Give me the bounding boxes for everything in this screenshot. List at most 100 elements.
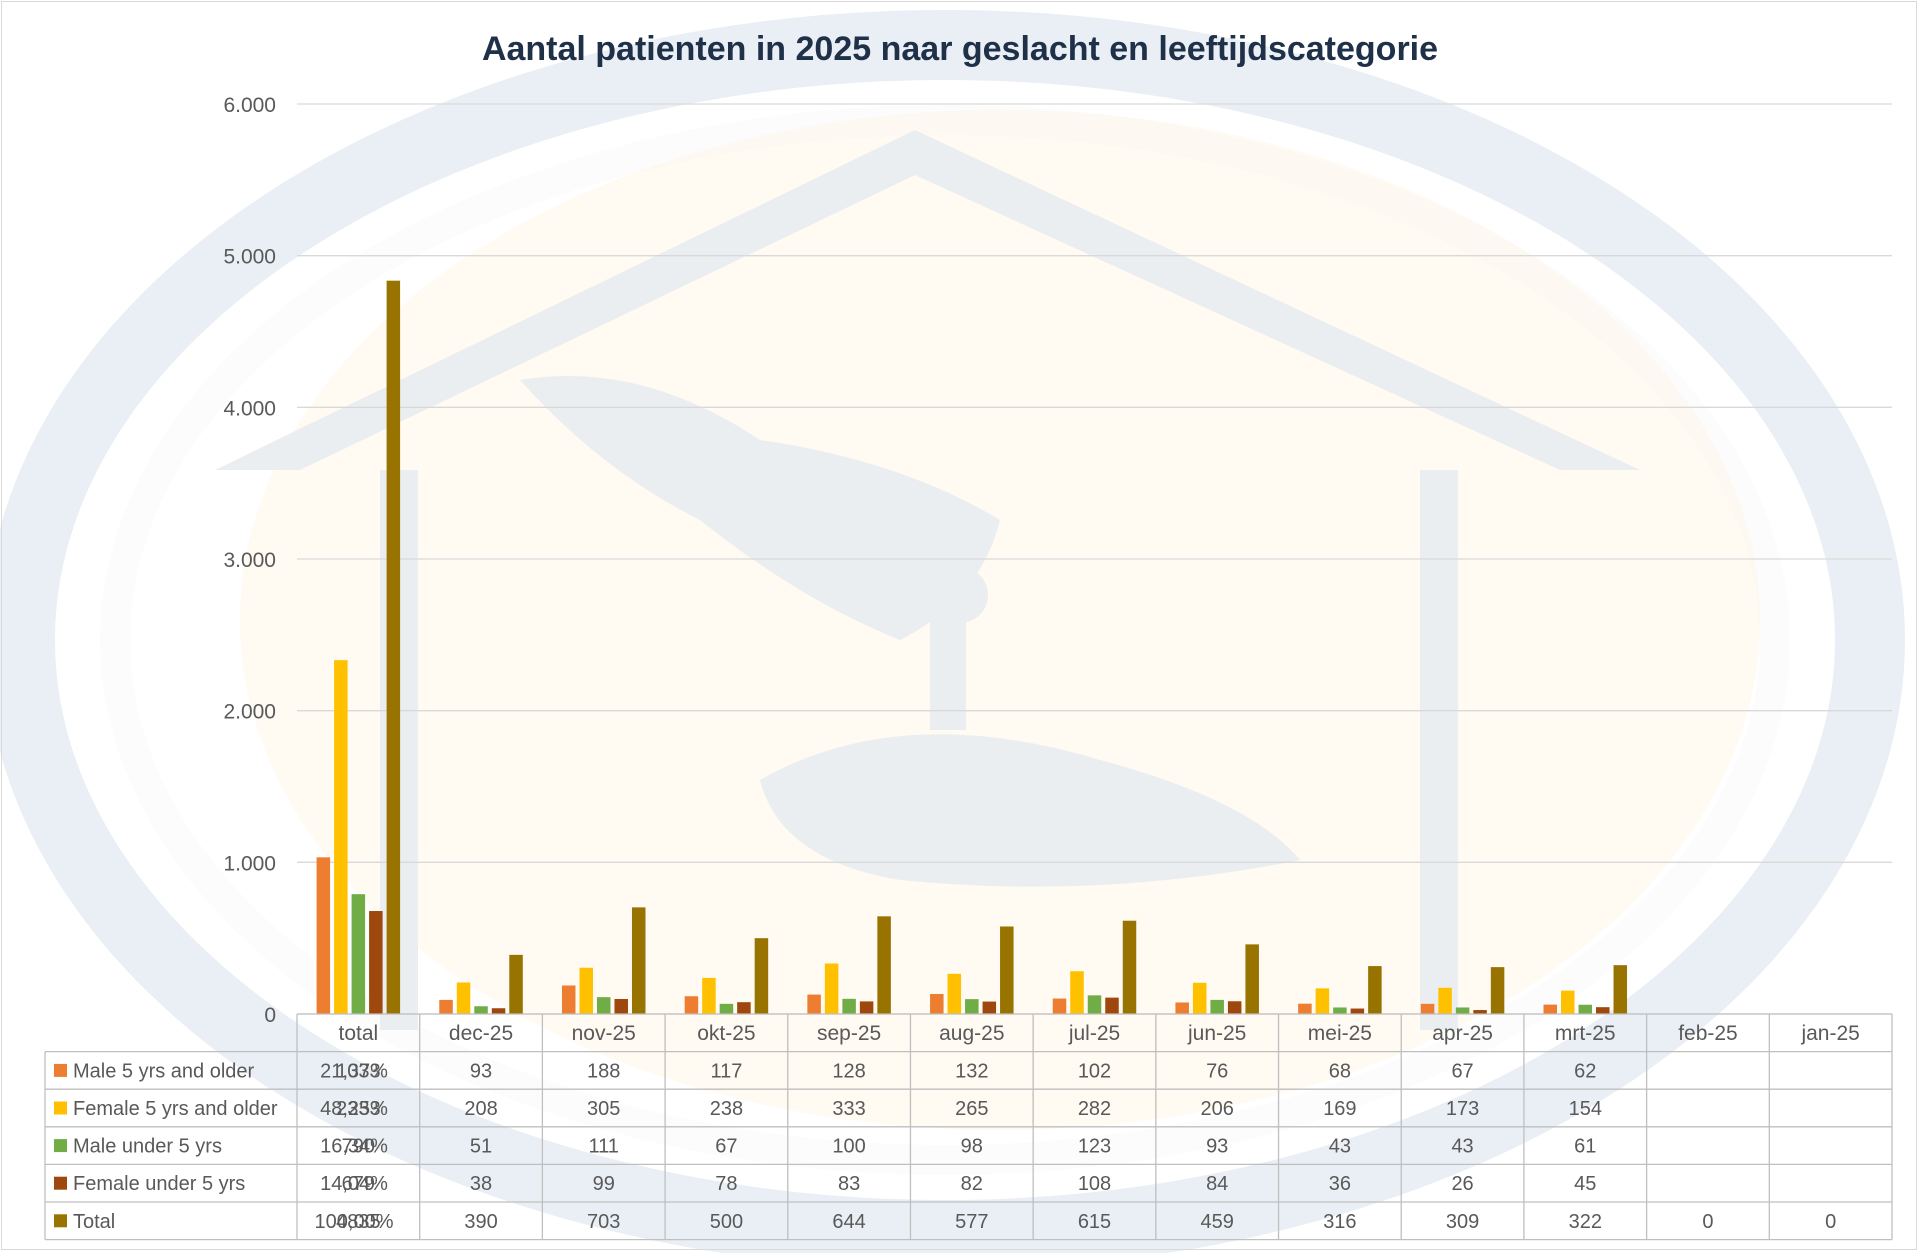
- x-tick-label: sep-25: [817, 1022, 881, 1045]
- data-label: 108: [1078, 1173, 1111, 1195]
- data-label: 790: [342, 1136, 375, 1158]
- legend-swatch: [54, 1063, 67, 1077]
- bar: [369, 911, 383, 1014]
- x-tick-label: okt-25: [697, 1022, 755, 1045]
- bar: [737, 1002, 751, 1014]
- bar: [1438, 987, 1452, 1014]
- data-label: 128: [832, 1060, 865, 1082]
- data-label: 99: [593, 1173, 615, 1195]
- legend-entry: Male under 5 yrs: [73, 1136, 222, 1158]
- y-tick-label: 2.000: [223, 701, 276, 724]
- data-label: 93: [470, 1060, 492, 1082]
- data-label: 123: [1078, 1136, 1111, 1158]
- data-label: 305: [587, 1098, 620, 1120]
- data-label: 208: [464, 1098, 497, 1120]
- legend-swatch: [54, 1176, 67, 1190]
- data-label: 459: [1201, 1211, 1234, 1233]
- share-label: 100,00%: [315, 1211, 394, 1233]
- bar: [1455, 1007, 1470, 1014]
- bar: [1490, 967, 1505, 1014]
- x-tick-label: apr-25: [1432, 1022, 1493, 1045]
- data-label: 43: [1329, 1136, 1351, 1158]
- bar: [842, 998, 856, 1014]
- bar: [1613, 965, 1628, 1014]
- data-label: 4835: [336, 1211, 381, 1233]
- data-label: 93: [1206, 1136, 1228, 1158]
- bar: [702, 977, 716, 1014]
- x-tick-label: nov-25: [572, 1022, 636, 1045]
- share-label: 14,04%: [320, 1173, 388, 1195]
- bar: [596, 997, 611, 1014]
- data-label: 45: [1574, 1173, 1596, 1195]
- y-tick-label: 3.000: [223, 549, 276, 572]
- bar: [334, 660, 348, 1014]
- data-label: 1033: [336, 1060, 381, 1082]
- data-label: 577: [955, 1211, 988, 1233]
- data-label: 43: [1451, 1136, 1473, 1158]
- bar: [965, 999, 979, 1014]
- bar: [1315, 988, 1330, 1014]
- bar: [1298, 1003, 1312, 1014]
- data-label: 154: [1569, 1098, 1602, 1120]
- watermark-logo: [0, 10, 1905, 1253]
- data-label: 173: [1446, 1098, 1479, 1120]
- bar: [947, 973, 962, 1014]
- bar: [1175, 1002, 1189, 1014]
- bar: [1227, 1001, 1242, 1014]
- bar: [509, 954, 523, 1014]
- bar: [1122, 920, 1137, 1014]
- data-label: 100: [832, 1136, 865, 1158]
- bar: [859, 1001, 874, 1014]
- data-label: 644: [832, 1211, 865, 1233]
- bar: [1070, 971, 1084, 1014]
- bar: [1087, 995, 1102, 1014]
- bar: [561, 985, 576, 1014]
- data-label: 0: [1825, 1211, 1836, 1233]
- data-label: 500: [710, 1211, 743, 1233]
- bar: [351, 894, 366, 1014]
- bar: [1000, 926, 1014, 1014]
- data-label: 67: [1451, 1060, 1473, 1082]
- bar: [1420, 1003, 1435, 1014]
- x-tick-label: jun-25: [1187, 1022, 1246, 1045]
- data-label: 0: [1702, 1211, 1713, 1233]
- share-label: 21,37%: [320, 1060, 388, 1082]
- bar: [877, 916, 891, 1014]
- data-label: 36: [1329, 1173, 1351, 1195]
- legend-entry: Female under 5 yrs: [73, 1173, 245, 1195]
- data-label: 390: [464, 1211, 497, 1233]
- bar: [754, 938, 769, 1014]
- data-label: 2333: [336, 1098, 381, 1120]
- bar: [1578, 1004, 1593, 1014]
- y-tick-label: 0: [264, 1004, 276, 1027]
- data-label: 67: [715, 1136, 737, 1158]
- data-label: 61: [1574, 1136, 1596, 1158]
- data-label: 83: [838, 1173, 860, 1195]
- bar: [1561, 990, 1575, 1014]
- legend-swatch: [54, 1101, 67, 1115]
- y-tick-label: 5.000: [223, 246, 276, 269]
- share-label: 48,25%: [320, 1098, 388, 1120]
- data-label: 132: [955, 1060, 988, 1082]
- bar: [1052, 998, 1067, 1014]
- data-label: 316: [1323, 1211, 1356, 1233]
- data-label: 169: [1323, 1098, 1356, 1120]
- bar: [386, 280, 401, 1015]
- x-tick-label: mei-25: [1308, 1022, 1372, 1045]
- bar: [1333, 1007, 1347, 1014]
- legend-entry: Female 5 yrs and older: [73, 1098, 278, 1120]
- bar: [491, 1008, 506, 1014]
- bar: [1105, 997, 1119, 1014]
- share-label: 16,34%: [320, 1136, 388, 1158]
- bar: [456, 982, 471, 1014]
- data-label: 78: [715, 1173, 737, 1195]
- data-label: 238: [710, 1098, 743, 1120]
- bar: [1543, 1004, 1558, 1014]
- data-label: 188: [587, 1060, 620, 1082]
- bar: [930, 993, 944, 1014]
- data-label: 265: [955, 1098, 988, 1120]
- data-label: 62: [1574, 1060, 1596, 1082]
- data-label: 84: [1206, 1173, 1228, 1195]
- y-tick-label: 4.000: [223, 397, 276, 420]
- data-label: 68: [1329, 1060, 1351, 1082]
